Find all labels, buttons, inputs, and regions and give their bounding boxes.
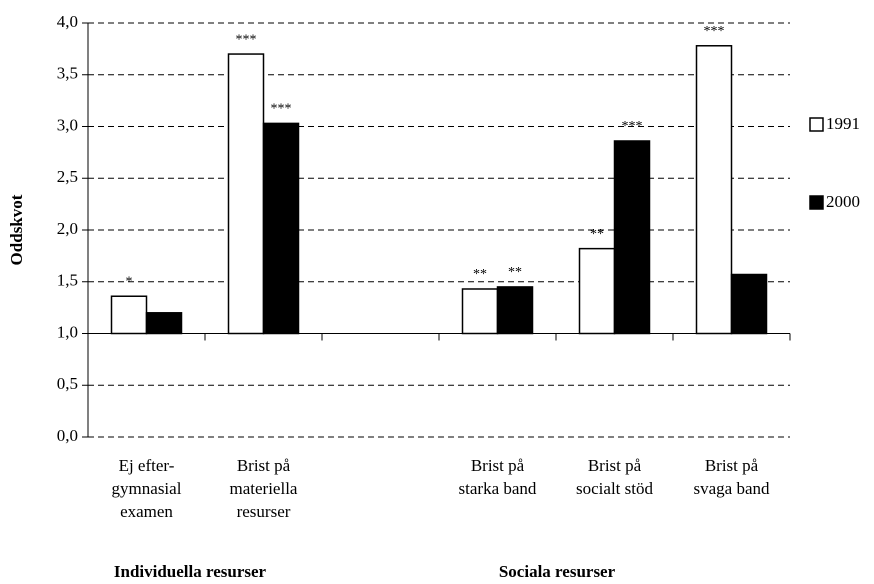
x-tick-label: gymnasial	[112, 479, 182, 498]
legend-label: 1991	[826, 114, 860, 133]
x-tick-label: resurser	[237, 502, 291, 521]
x-tick-label: materiella	[230, 479, 298, 498]
bar	[262, 122, 300, 335]
x-tick-label: Brist på	[588, 456, 642, 475]
bar	[578, 247, 616, 335]
x-tick-label: Brist på	[705, 456, 759, 475]
bar	[110, 295, 148, 335]
legend-swatch	[809, 195, 824, 210]
x-tick-label: Ej efter-	[119, 456, 175, 475]
y-tick-label: 1,0	[57, 322, 78, 341]
significance-label: *	[126, 274, 133, 289]
significance-label: ***	[236, 32, 257, 47]
y-axis-label: Oddskvot	[7, 194, 26, 265]
significance-label: ***	[271, 102, 292, 117]
y-tick-label: 0,0	[57, 426, 78, 445]
bar	[695, 45, 733, 335]
x-tick-label: starka band	[459, 479, 537, 498]
y-tick-label: 2,0	[57, 219, 78, 238]
x-tick-label: svaga band	[693, 479, 770, 498]
legend-swatch	[809, 117, 824, 132]
y-tick-label: 0,5	[57, 374, 78, 393]
bar	[145, 312, 183, 335]
legend-label: 2000	[826, 192, 860, 211]
bar	[730, 273, 768, 335]
significance-label: **	[590, 227, 604, 242]
bar	[496, 286, 534, 335]
y-tick-label: 3,5	[57, 64, 78, 83]
y-tick-label: 2,5	[57, 167, 78, 186]
x-tick-label: socialt stöd	[576, 479, 653, 498]
y-tick-label: 4,0	[57, 12, 78, 31]
x-tick-label: Brist på	[237, 456, 291, 475]
bar	[461, 288, 499, 335]
y-tick-label: 1,5	[57, 271, 78, 290]
significance-label: ***	[622, 119, 643, 134]
group-label: Individuella resurser	[114, 562, 267, 581]
x-tick-label: Brist på	[471, 456, 525, 475]
significance-label: ***	[704, 24, 725, 39]
significance-label: **	[508, 265, 522, 280]
group-label: Sociala resurser	[499, 562, 616, 581]
x-tick-label: examen	[120, 502, 173, 521]
bar	[227, 53, 265, 335]
bar	[613, 140, 651, 335]
significance-label: **	[473, 267, 487, 282]
y-tick-label: 3,0	[57, 115, 78, 134]
